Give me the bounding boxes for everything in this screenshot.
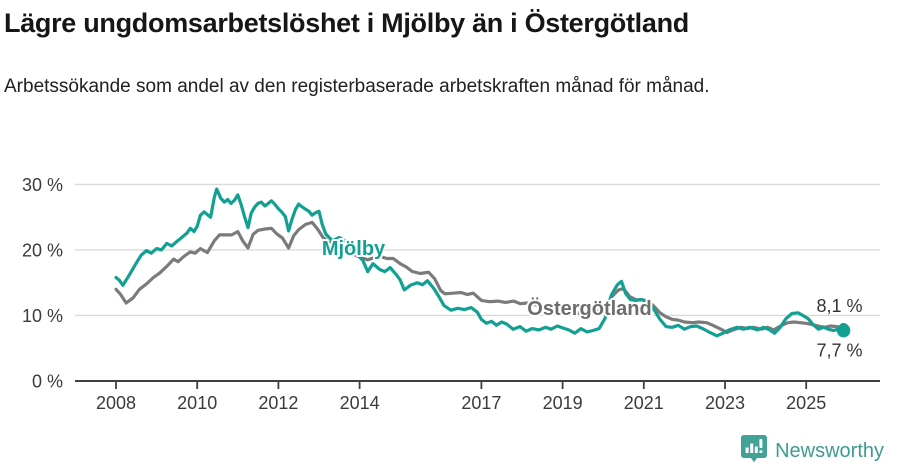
y-tick-label: 0 % [32, 372, 63, 392]
chart-title: Lägre ungdomsarbetslöshet i Mjölby än i … [4, 8, 689, 38]
series-line-mj-lby [114, 187, 846, 338]
y-tick-label: 10 % [22, 306, 63, 326]
newsworthy-logo[interactable]: Newsworthy [740, 434, 884, 469]
chart-subtitle: Arbetssökande som andel av den registerb… [4, 76, 710, 97]
x-tick-label: 2017 [461, 393, 501, 413]
x-tick-label: 2010 [177, 393, 217, 413]
x-tick-label: 2012 [258, 393, 298, 413]
x-tick-label: 2014 [340, 393, 380, 413]
x-tick-label: 2008 [96, 393, 136, 413]
newsworthy-wordmark: Newsworthy [775, 440, 884, 462]
y-tick-label: 20 % [22, 240, 63, 260]
x-tick-label: 2021 [624, 393, 664, 413]
end-value-label--sterg-tland: 8,1 % [817, 296, 863, 316]
y-tick-label: 30 % [22, 175, 63, 195]
series-line--sterg-tland [114, 220, 846, 335]
x-tick-label: 2025 [786, 393, 826, 413]
x-tick-label: 2019 [543, 393, 583, 413]
series-end-dot-mj-lby [836, 323, 851, 338]
x-tick-label: 2023 [705, 393, 745, 413]
newsworthy-icon [740, 434, 768, 469]
series-label--sterg-tland: Östergötland [527, 297, 651, 320]
end-value-label-mj-lby: 7,7 % [817, 341, 863, 361]
series-label-mj-lby: Mjölby [322, 238, 386, 260]
